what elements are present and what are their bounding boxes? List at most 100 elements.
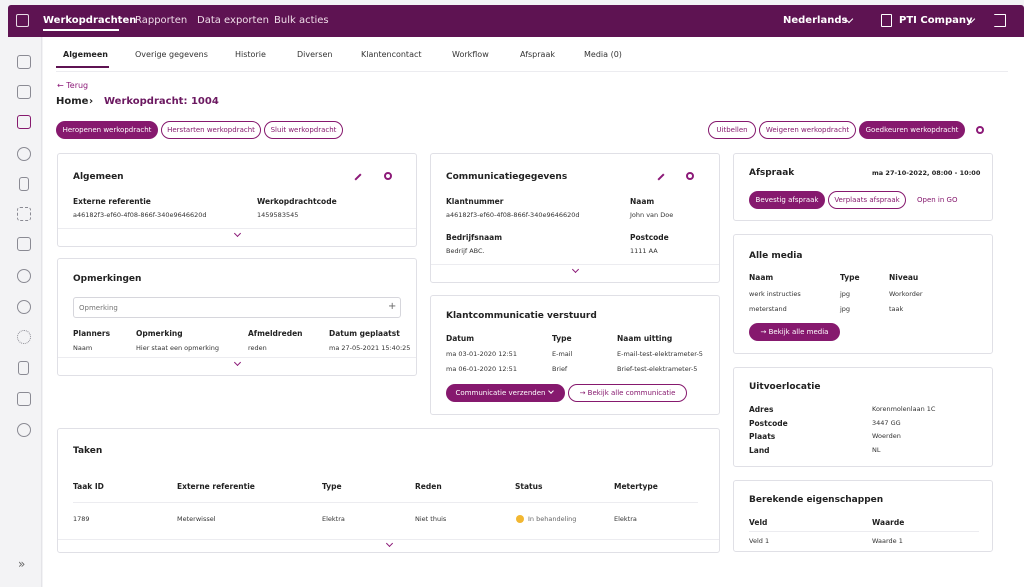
edit-icon[interactable]: [17, 55, 31, 69]
ext-ref-label: Externe referentie: [73, 197, 151, 206]
tab-historie[interactable]: Historie: [235, 50, 266, 59]
view-all-media-button[interactable]: → Bekijk alle media: [749, 323, 840, 341]
edit-pencil-icon[interactable]: [354, 173, 362, 181]
split-icon[interactable]: [17, 85, 31, 99]
add-opmerking-icon[interactable]: +: [388, 301, 397, 312]
media-card: Alle media Naam Type Niveau werk instruc…: [733, 234, 993, 354]
klantcommunicatie-card: Klantcommunicatie verstuurd Datum Type N…: [430, 295, 720, 415]
move-appointment-button[interactable]: Verplaats afspraak: [828, 191, 906, 209]
opmerkingen-title: Opmerkingen: [73, 274, 142, 284]
adres-label: Adres: [749, 405, 774, 414]
phone-icon[interactable]: [19, 177, 29, 191]
view-all-communication-button[interactable]: → Bekijk alle communicatie: [568, 384, 687, 402]
tab-algemeen[interactable]: Algemeen: [63, 50, 108, 59]
reopen-button[interactable]: Heropenen werkopdracht: [56, 121, 158, 139]
nav-werkopdrachten[interactable]: Werkopdrachten: [43, 15, 137, 26]
cell-type: Elektra: [322, 515, 345, 523]
tab-media[interactable]: Media (0): [584, 50, 622, 59]
opmerkingen-card: Opmerkingen + Planners Opmerking Afmeldr…: [57, 258, 417, 376]
cell-type: E-mail: [552, 350, 573, 358]
status-pending-icon: [516, 515, 524, 523]
expand-chevron-icon[interactable]: [233, 358, 242, 367]
back-link[interactable]: ← Terug: [57, 81, 89, 90]
expand-sidebar-icon[interactable]: »: [18, 557, 26, 571]
share-icon[interactable]: [17, 423, 31, 437]
cell-type: jpg: [840, 305, 851, 313]
cell-afmeldreden: reden: [248, 344, 267, 352]
open-in-go-link[interactable]: Open in GO: [917, 196, 958, 204]
communicatie-card: Communicatiegegevens Klantnummer a46182f…: [430, 153, 720, 283]
opmerking-input[interactable]: [73, 297, 401, 318]
settings-gear-icon[interactable]: [686, 172, 694, 180]
expand-chevron-icon[interactable]: [571, 265, 580, 274]
tab-workflow[interactable]: Workflow: [452, 50, 489, 59]
eigenschappen-title: Berekende eigenschappen: [749, 495, 884, 505]
settings-gear-icon[interactable]: [384, 172, 392, 180]
nav-data-exporten[interactable]: Data exporten: [197, 15, 269, 26]
hierarchy-icon[interactable]: [17, 392, 31, 406]
edit-pencil-icon[interactable]: [657, 173, 665, 181]
cell-datum: ma 27-05-2021 15:40:25: [329, 344, 411, 352]
cell-naam[interactable]: meterstand: [749, 305, 787, 313]
confirm-appointment-button[interactable]: Bevestig afspraak: [749, 191, 825, 209]
document-icon[interactable]: [18, 361, 29, 375]
tab-klantencontact[interactable]: Klantencontact: [361, 50, 422, 59]
col-datum: Datum geplaatst: [329, 329, 400, 338]
tab-active-indicator: [56, 66, 109, 68]
expand-chevron-icon[interactable]: [385, 539, 394, 548]
cell-naam-uitting: Brief-test-elektrameter-5: [617, 365, 698, 373]
gear-icon[interactable]: [17, 330, 31, 344]
cell-reden: Niet thuis: [415, 515, 447, 523]
company-select[interactable]: PTI Company: [899, 15, 973, 26]
locatie-title: Uitvoerlocatie: [749, 382, 821, 392]
tab-overige-gegevens[interactable]: Overige gegevens: [135, 50, 208, 59]
language-select[interactable]: Nederlands: [783, 15, 848, 26]
col-naam-uitting: Naam uitting: [617, 334, 673, 343]
send-communication-button[interactable]: Communicatie verzenden: [446, 384, 565, 402]
device-icon[interactable]: [17, 237, 31, 251]
klantnummer-label: Klantnummer: [446, 197, 504, 206]
support-icon[interactable]: [17, 300, 31, 314]
sidebar: »: [8, 37, 42, 587]
app-logo-icon[interactable]: [16, 14, 29, 27]
settings-gear-icon[interactable]: [976, 126, 984, 134]
network-icon[interactable]: [17, 115, 31, 129]
col-type: Type: [840, 273, 860, 282]
cell-type: jpg: [840, 290, 851, 298]
refuse-button[interactable]: Weigeren werkopdracht: [759, 121, 856, 139]
nav-active-underline: [43, 29, 119, 31]
expand-chevron-icon[interactable]: [233, 229, 242, 238]
cell-type: Brief: [552, 365, 568, 373]
nav-rapporten[interactable]: Rapporten: [135, 15, 188, 26]
user-add-icon[interactable]: [17, 147, 31, 161]
cell-veld: Veld 1: [749, 537, 770, 545]
cell-taak-id[interactable]: 1789: [73, 515, 90, 523]
plaats-value: Woerden: [872, 432, 901, 440]
eigenschappen-card: Berekende eigenschappen Veld Waarde Veld…: [733, 480, 993, 552]
scan-icon[interactable]: [17, 207, 31, 221]
code-label: Werkopdrachtcode: [257, 197, 337, 206]
cell-naam[interactable]: werk instructies: [749, 290, 801, 298]
close-order-button[interactable]: Sluit werkopdracht: [264, 121, 343, 139]
communicatie-title: Communicatiegegevens: [446, 172, 568, 182]
call-out-button[interactable]: Uitbellen: [708, 121, 756, 139]
breadcrumb-home[interactable]: Home: [56, 96, 89, 107]
klantcommunicatie-title: Klantcommunicatie verstuurd: [446, 311, 597, 321]
cell-waarde: Waarde 1: [872, 537, 903, 545]
col-metertype: Metertype: [614, 482, 658, 491]
nav-bulk-acties[interactable]: Bulk acties: [274, 15, 329, 26]
tab-afspraak[interactable]: Afspraak: [520, 50, 555, 59]
cell-naam-uitting: E-mail-test-elektrameter-5: [617, 350, 703, 358]
settings-group-icon[interactable]: [17, 269, 31, 283]
land-value: NL: [872, 446, 881, 454]
send-communication-label: Communicatie verzenden: [455, 389, 546, 397]
col-externe-referentie: Externe referentie: [177, 482, 255, 491]
cell-niveau: Workorder: [889, 290, 923, 298]
status-badge: In behandeling: [528, 515, 577, 523]
tab-diversen[interactable]: Diversen: [297, 50, 333, 59]
bedrijf-value: Bedrijf ABC.: [446, 247, 485, 255]
algemeen-title: Algemeen: [73, 172, 124, 182]
logout-icon[interactable]: [994, 14, 1006, 27]
restart-button[interactable]: Herstarten werkopdracht: [161, 121, 261, 139]
approve-button[interactable]: Goedkeuren werkopdracht: [859, 121, 965, 139]
